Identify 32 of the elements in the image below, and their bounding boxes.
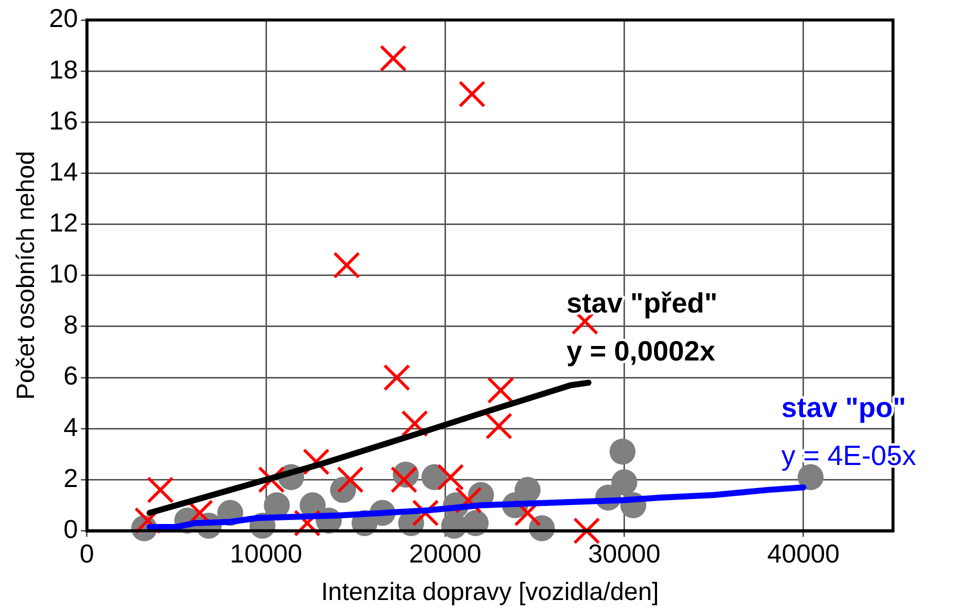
x-tick-label: 30000 — [588, 538, 660, 569]
x-tick-label: 20000 — [409, 538, 482, 569]
point — [458, 80, 486, 108]
y-tick-label: 2 — [63, 462, 78, 493]
point — [610, 438, 636, 465]
y-tick-label: 4 — [63, 412, 78, 442]
point — [383, 364, 410, 392]
point — [487, 376, 514, 404]
y-tick-label: 12 — [49, 207, 78, 238]
x-tick-label: 40000 — [767, 538, 840, 569]
point — [611, 469, 638, 496]
point — [573, 517, 600, 544]
point — [333, 252, 360, 279]
y-tick-label: 10 — [49, 258, 78, 289]
y-tick-label: 0 — [63, 514, 78, 544]
y-tick-label: 20 — [49, 3, 78, 34]
y-tick-label: 18 — [49, 54, 78, 84]
point — [390, 466, 418, 494]
y-tick-label: 8 — [63, 310, 78, 340]
y-tick-label: 16 — [49, 105, 78, 136]
text: stav "před" — [566, 287, 718, 318]
point — [336, 466, 364, 494]
point — [380, 44, 407, 72]
point — [437, 464, 464, 491]
point — [798, 464, 824, 490]
x-axis-title: Intenzita dopravy [vozidla/den] — [321, 578, 659, 606]
point — [485, 412, 512, 440]
y-tick-label: 6 — [63, 360, 78, 391]
y-tick-label: 14 — [49, 156, 78, 186]
y-axis-title: Počet osobních nehod — [12, 150, 40, 400]
point — [146, 476, 174, 504]
x-tick-label: 10000 — [230, 538, 302, 569]
